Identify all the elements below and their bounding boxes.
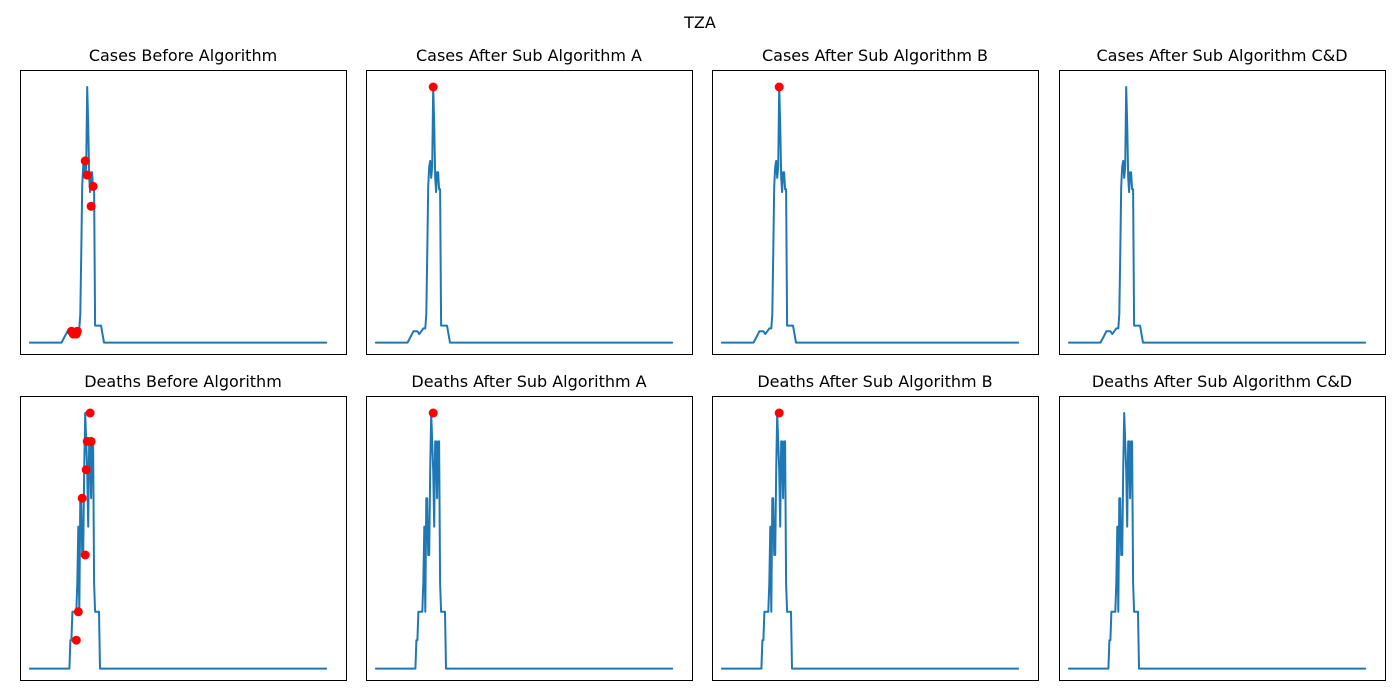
panel-deaths-before-algorithm: Deaths Before Algorithm <box>20 372 347 681</box>
panel-deaths-after-sub-algorithm-candd: Deaths After Sub Algorithm C&D <box>1059 372 1386 681</box>
peak-marker <box>77 493 87 503</box>
peak-marker <box>85 408 95 418</box>
peak-marker <box>73 607 83 617</box>
panel-title: Deaths Before Algorithm <box>84 372 282 391</box>
series-line <box>720 86 1020 344</box>
panel-title: Deaths After Sub Algorithm A <box>411 372 646 391</box>
panel-title: Cases After Sub Algorithm B <box>762 46 988 65</box>
series-line <box>374 86 674 344</box>
panel-cases-after-sub-algorithm-candd: Cases After Sub Algorithm C&D <box>1059 46 1386 355</box>
plot-frame <box>20 70 347 355</box>
plot-frame <box>20 396 347 681</box>
peak-marker <box>71 635 81 645</box>
panel-title: Deaths After Sub Algorithm B <box>757 372 992 391</box>
panel-deaths-after-sub-algorithm-b: Deaths After Sub Algorithm B <box>712 372 1039 681</box>
panel-deaths-after-sub-algorithm-a: Deaths After Sub Algorithm A <box>366 372 693 681</box>
panel-cases-after-sub-algorithm-b: Cases After Sub Algorithm B <box>712 46 1039 355</box>
peak-marker <box>774 408 784 418</box>
peak-marker <box>86 436 96 446</box>
figure-title: TZA <box>683 13 716 32</box>
plot-frame <box>712 396 1039 681</box>
panel-title: Cases After Sub Algorithm C&D <box>1096 46 1347 65</box>
peak-marker <box>88 181 98 191</box>
plot-frame <box>1059 70 1386 355</box>
series-line <box>1067 86 1367 344</box>
peak-marker <box>86 201 96 211</box>
panel-title: Cases After Sub Algorithm A <box>416 46 642 65</box>
panel-cases-after-sub-algorithm-a: Cases After Sub Algorithm A <box>366 46 693 355</box>
peak-marker <box>774 82 784 92</box>
panel-title: Deaths After Sub Algorithm C&D <box>1092 372 1352 391</box>
peak-marker <box>428 408 438 418</box>
panel-cases-before-algorithm: Cases Before Algorithm <box>20 46 347 355</box>
peak-marker <box>81 465 91 475</box>
series-line <box>720 412 1020 670</box>
plot-frame <box>366 396 693 681</box>
panel-title: Cases Before Algorithm <box>89 46 277 65</box>
series-line <box>28 86 328 344</box>
peak-marker <box>82 170 92 180</box>
series-line <box>374 412 674 670</box>
series-line <box>1067 412 1367 670</box>
plot-frame <box>366 70 693 355</box>
subplot-grid: Cases Before Algorithm Cases After Sub Al… <box>20 46 1386 681</box>
plot-frame <box>712 70 1039 355</box>
peak-marker <box>428 82 438 92</box>
plot-frame <box>1059 396 1386 681</box>
peak-marker <box>80 550 90 560</box>
peak-marker <box>80 156 90 166</box>
series-line <box>28 412 328 670</box>
peak-marker <box>72 326 82 336</box>
